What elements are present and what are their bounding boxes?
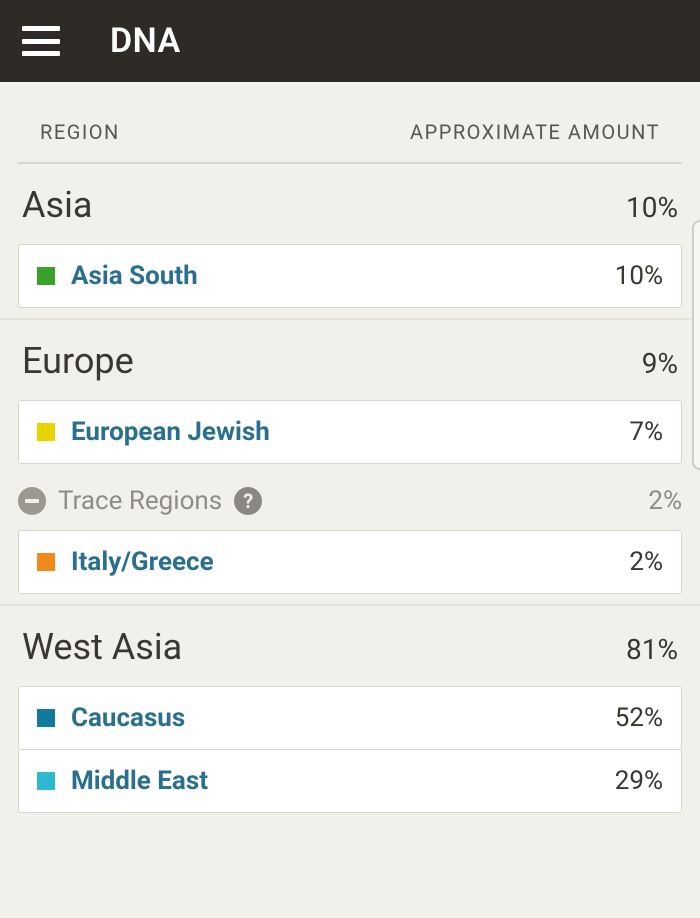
color-swatch-icon [37,423,55,441]
trace-regions-toggle[interactable]: Trace Regions ? 2% [0,472,700,530]
region-percent: 10% [615,261,663,291]
color-swatch-icon [37,709,55,727]
region-name: Asia South [71,261,198,291]
app-header: DNA [0,0,700,82]
color-swatch-icon [37,553,55,571]
group-header[interactable]: West Asia 81% [0,606,700,686]
collapse-icon [18,487,46,515]
group-percent: 10% [626,191,678,224]
group-percent: 9% [642,347,678,380]
column-region-label: REGION [40,120,120,144]
region-percent: 29% [615,766,663,796]
side-drawer-handle[interactable] [692,220,700,470]
group-header[interactable]: Europe 9% [0,320,700,400]
column-headers: REGION APPROXIMATE AMOUNT [18,102,682,164]
page-title: DNA [110,21,181,61]
hamburger-menu-icon[interactable] [22,26,60,56]
region-group-west-asia: West Asia 81% Caucasus 52% Middle East 2… [0,606,700,823]
region-percent: 52% [615,703,663,733]
group-name: Asia [22,184,92,226]
region-item[interactable]: Middle East 29% [18,749,682,813]
color-swatch-icon [37,267,55,285]
group-percent: 81% [626,633,678,666]
help-icon[interactable]: ? [234,487,262,515]
group-name: Europe [22,340,134,382]
region-item[interactable]: European Jewish 7% [18,400,682,464]
region-name: European Jewish [71,417,270,447]
group-name: West Asia [22,626,182,668]
region-item[interactable]: Italy/Greece 2% [18,530,682,594]
region-percent: 7% [629,417,663,447]
trace-regions-percent: 2% [648,486,682,516]
color-swatch-icon [37,772,55,790]
region-name: Caucasus [71,703,185,733]
region-item[interactable]: Asia South 10% [18,244,682,308]
column-amount-label: APPROXIMATE AMOUNT [410,120,660,144]
trace-regions-label: Trace Regions [58,486,222,516]
region-group-europe: Europe 9% European Jewish 7% Trace Regio… [0,320,700,606]
ethnicity-results: REGION APPROXIMATE AMOUNT Asia 10% Asia … [0,82,700,823]
group-header[interactable]: Asia 10% [0,164,700,244]
region-name: Middle East [71,766,208,796]
region-name: Italy/Greece [71,547,214,577]
region-item[interactable]: Caucasus 52% [18,686,682,750]
region-percent: 2% [629,547,663,577]
region-group-asia: Asia 10% Asia South 10% [0,164,700,320]
